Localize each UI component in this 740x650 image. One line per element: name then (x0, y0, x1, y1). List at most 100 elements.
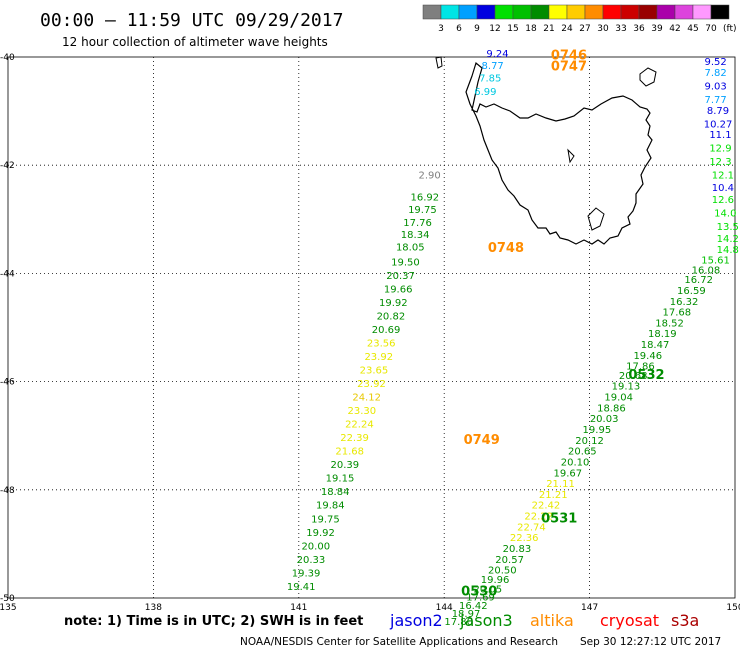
pass-time-label: 0746 (551, 49, 587, 64)
footer-note: note: 1) Time is in UTC; 2) SWH is in fe… (64, 614, 363, 629)
footer-generated-time: Sep 30 12:27:12 UTC 2017 (580, 636, 721, 648)
colorbar-swatch (548, 4, 568, 20)
wave-height-value: 20.03 (590, 414, 619, 425)
colorbar-tick-label: 30 (597, 24, 609, 34)
wave-height-value: 2.90 (419, 171, 441, 182)
wave-height-value: 9.52 (704, 57, 726, 68)
wave-height-value: 23.92 (364, 352, 393, 363)
wave-height-value: 19.15 (326, 474, 355, 485)
longitude-tick-label: 135 (0, 603, 17, 613)
wave-height-value: 6.99 (474, 87, 496, 98)
wave-height-value: 21.68 (335, 447, 364, 458)
colorbar-unit: (ft) (723, 24, 737, 34)
wave-height-value: 20.37 (386, 271, 415, 282)
wave-height-value: 18.86 (597, 403, 626, 414)
colorbar-tick-label: 27 (579, 24, 590, 34)
wave-height-value: 10.27 (704, 119, 733, 130)
colorbar-swatch (674, 4, 694, 20)
wave-height-value: 12.6 (712, 195, 734, 206)
wave-height-value: 17.76 (403, 218, 432, 229)
colorbar-swatch (422, 4, 442, 20)
wave-height-value: 19.92 (379, 298, 408, 309)
pass-time-label: 0531 (541, 511, 577, 526)
footer-credit: NOAA/NESDIS Center for Satellite Applica… (240, 636, 558, 648)
colorbar-swatch (476, 4, 496, 20)
axis-tick-labels: 135 138 141 144 147 150 -40 -42 -44 -46 -48 -50 (0, 53, 740, 613)
colorbar-swatch (494, 4, 514, 20)
wave-height-value: 19.75 (311, 514, 340, 525)
wave-height-value: 14.2 (717, 234, 739, 245)
latitude-tick-label: -46 (0, 378, 15, 388)
wave-height-value: 8.77 (482, 61, 504, 72)
colorbar-swatch (512, 4, 532, 20)
wave-height-value: 11.1 (709, 130, 731, 141)
pass-time-label: 0532 (628, 368, 664, 383)
wave-height-value: 7.82 (704, 68, 726, 79)
colorbar-swatch (692, 4, 712, 20)
wave-height-value: 20.39 (331, 460, 360, 471)
colorbar-tick-label: 33 (615, 24, 626, 34)
wave-height-value: 12.3 (709, 157, 731, 168)
colorbar-tick-label: 9 (474, 24, 480, 34)
colorbar-swatch (530, 4, 550, 20)
wave-height-value: 18.52 (655, 318, 684, 329)
wave-height-value: 22.22 (524, 512, 553, 523)
wave-height-value: 22.39 (340, 433, 369, 444)
pass-time-label: 0747 (551, 60, 587, 75)
satellite-legend: jason2 jason3 altika cryosat s3a (389, 611, 699, 630)
wave-height-value: 7.77 (704, 95, 726, 106)
wave-height-value: 14.8 (717, 245, 739, 256)
wave-height-value: 20.12 (575, 436, 604, 447)
map-subtitle: 12 hour collection of altimeter wave hei… (62, 35, 328, 49)
pass-time-label: 0749 (464, 433, 500, 448)
wave-height-value: 20.65 (568, 447, 597, 458)
latitude-tick-label: -50 (0, 594, 15, 604)
latitude-tick-label: -42 (0, 161, 15, 171)
wave-height-value: 16.42 (459, 601, 488, 612)
wave-height-value: 20.69 (372, 325, 401, 336)
wave-height-value: 16.92 (410, 192, 439, 203)
wave-height-value: 19.95 (583, 425, 612, 436)
wave-height-value: 19.04 (604, 393, 633, 404)
wave-height-value: 21.21 (539, 490, 568, 501)
wave-height-value: 22.24 (345, 420, 374, 431)
wave-height-value: 19.92 (306, 528, 335, 539)
wave-height-value: 9.03 (704, 81, 726, 92)
latitude-tick-label: -48 (0, 486, 15, 496)
colorbar-tick-label: 45 (687, 24, 698, 34)
wave-height-value: 20.33 (297, 555, 326, 566)
wave-height-value: 19.75 (408, 205, 437, 216)
longitude-tick-label: 147 (581, 603, 598, 613)
colorbar-tick-label: 15 (507, 24, 518, 34)
wave-height-value: 18.34 (401, 230, 430, 241)
wave-height-value: 19.41 (287, 582, 316, 593)
colorbar-swatch (710, 4, 730, 20)
color-scale-legend: 3 6 9 12 15 18 21 24 27 30 33 36 39 42 45 70 (ft) (422, 4, 737, 34)
wave-height-value: 12.9 (709, 144, 731, 155)
longitude-tick-label: 138 (145, 603, 162, 613)
wave-height-value: 7.85 (479, 73, 501, 84)
colorbar-tick-label: 6 (456, 24, 462, 34)
wave-height-value: 13.5 (717, 222, 739, 233)
wave-height-value: 20.57 (495, 555, 524, 566)
wave-height-value: 20.05 (473, 585, 502, 596)
wave-height-value: 20.68 (619, 371, 648, 382)
wave-height-value: 19.46 (633, 351, 662, 362)
wave-height-value: 19.39 (292, 568, 321, 579)
wave-height-value: 18.84 (321, 487, 350, 498)
pass-time-label: 0530 (461, 584, 497, 599)
colorbar-tick-label: 21 (543, 24, 554, 34)
tasmania-coastline (465, 61, 653, 245)
colorbar-tick-label: 3 (438, 24, 444, 34)
wave-height-value: 19.84 (316, 501, 345, 512)
wave-height-value: 23.30 (347, 406, 376, 417)
colorbar-swatch (602, 4, 622, 20)
colorbar-swatch (458, 4, 478, 20)
wave-height-value: 16.32 (670, 297, 699, 308)
colorbar-swatch (584, 4, 604, 20)
wave-height-value: 17.86 (626, 362, 655, 373)
wave-height-value: 18.47 (641, 340, 670, 351)
longitude-tick-label: 144 (436, 603, 453, 613)
storm-bay-coastline (567, 148, 605, 231)
wave-height-value: 16.08 (692, 265, 721, 276)
